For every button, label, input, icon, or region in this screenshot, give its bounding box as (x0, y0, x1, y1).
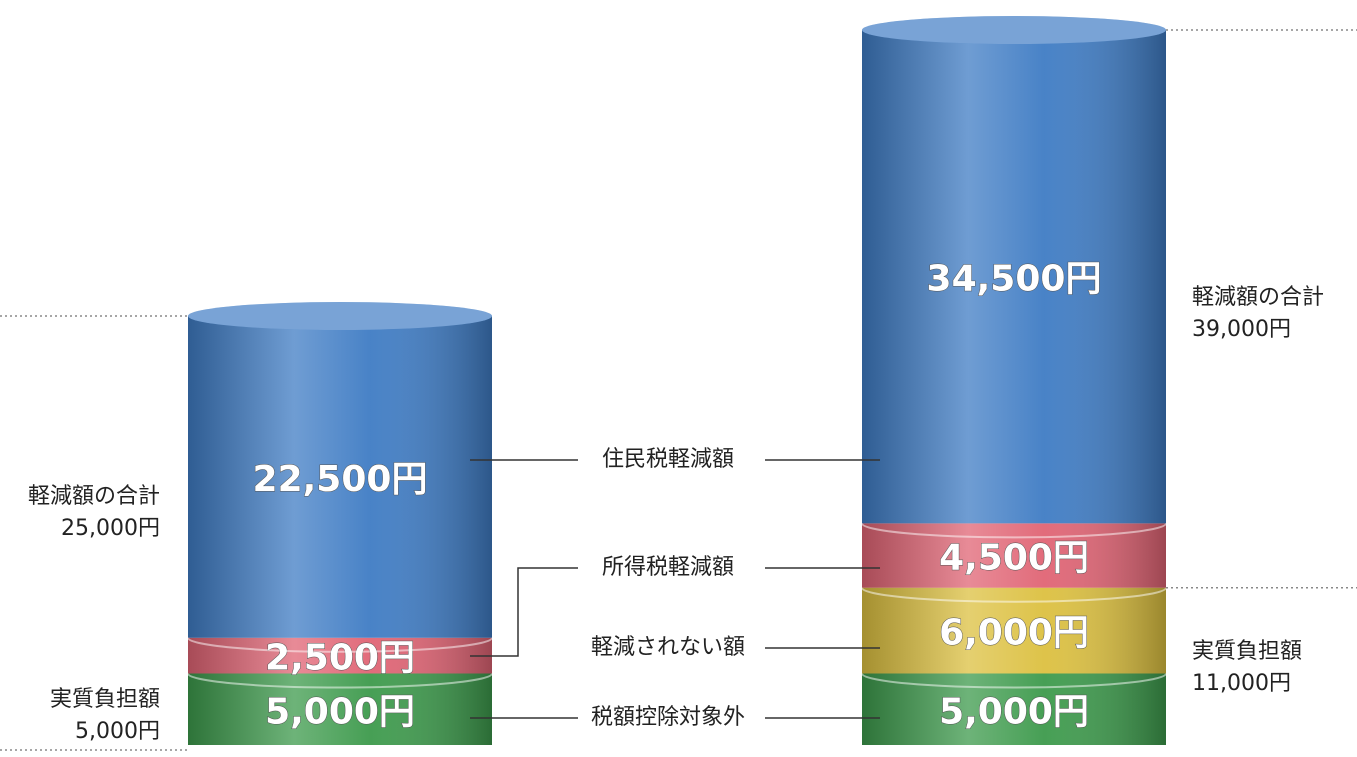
annotation-value: 5,000円 (75, 719, 160, 744)
annotation-label: 軽減額の合計 (1192, 285, 1324, 310)
legend-label: 所得税軽減額 (602, 555, 734, 580)
segment-rim (187, 637, 493, 653)
cylinder-top-shine (862, 16, 1166, 44)
cylinder-top-shine (188, 302, 492, 330)
segment-shade (862, 673, 1166, 745)
value-label: 5,000円 (939, 691, 1089, 732)
segment-shade (862, 30, 1166, 524)
segment-rim (861, 673, 1167, 689)
leader-line (470, 567, 578, 657)
annotation-label: 実質負担額 (50, 687, 160, 712)
value-label: 5,000円 (265, 691, 415, 732)
value-label: 34,500円 (927, 259, 1102, 300)
legend-label: 税額控除対象外 (591, 705, 745, 730)
legend-label: 軽減されない額 (591, 635, 745, 660)
segment-shade (188, 673, 492, 745)
annotation-value: 39,000円 (1192, 317, 1291, 342)
segment-rim (861, 744, 1167, 757)
segment-rim (861, 587, 1167, 603)
annotation-value: 11,000円 (1192, 671, 1291, 696)
value-label: 4,500円 (939, 538, 1089, 579)
segment-shade (188, 637, 492, 674)
segment-shade (188, 316, 492, 638)
annotation-label: 実質負担額 (1192, 639, 1302, 664)
cylinder-top (862, 16, 1166, 44)
value-label: 22,500円 (253, 459, 428, 500)
value-label: 6,000円 (939, 613, 1089, 654)
annotation-label: 軽減額の合計 (28, 484, 160, 509)
value-label: 2,500円 (265, 638, 415, 679)
segment-rim (861, 523, 1167, 539)
legend-label: 住民税軽減額 (602, 447, 734, 472)
cylinder-top (188, 302, 492, 330)
segment-rim (187, 744, 493, 757)
annotation-value: 25,000円 (61, 516, 160, 541)
segment-rim (187, 673, 493, 689)
